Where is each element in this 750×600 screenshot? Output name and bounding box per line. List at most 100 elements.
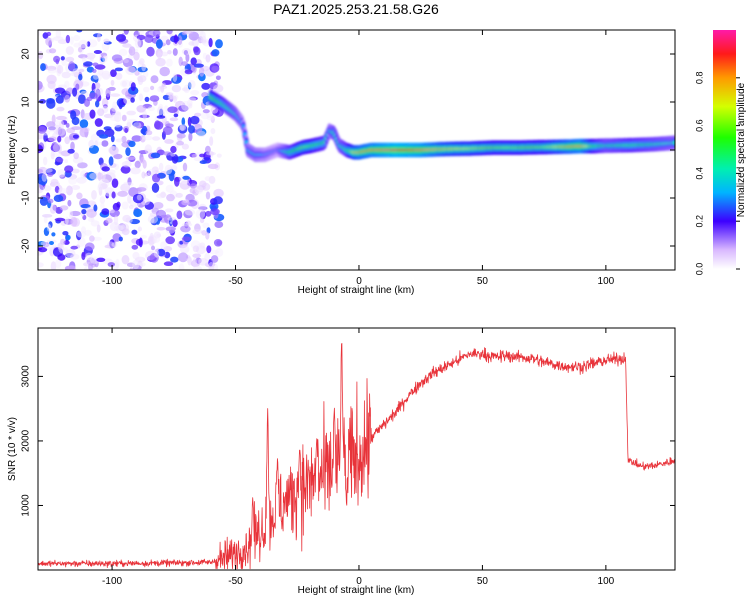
spectrogram-noise-speck <box>134 38 141 49</box>
spectrogram-noise-speck <box>81 251 86 261</box>
spectrogram-noise-speck <box>113 123 122 128</box>
spectrogram-noise-speck <box>88 217 95 222</box>
spectrogram-noise-speck <box>101 70 111 80</box>
spectrogram-noise-speck <box>161 82 166 87</box>
spectrogram-noise-speck <box>157 106 164 116</box>
spectrogram-noise-speck <box>46 224 52 232</box>
spectrogram-noise-speck <box>198 66 205 77</box>
spectrogram-noise-speck <box>136 194 142 201</box>
spectrogram-noise-speck <box>78 73 83 81</box>
spectrogram-noise-speck <box>136 105 146 113</box>
spectrogram-noise-speck <box>93 74 99 80</box>
spectrogram-noise-speck <box>51 232 56 237</box>
spectrogram-noise-speck <box>145 130 153 136</box>
spectrogram-noise-speck <box>198 258 208 266</box>
spectrogram-noise-speck <box>165 184 174 193</box>
spectrogram-noise-speck <box>149 212 158 218</box>
spectrogram-noise-speck <box>215 39 223 49</box>
spectrogram-noise-speck <box>94 82 101 89</box>
spectrogram-noise-speck <box>49 241 54 245</box>
spectrogram-noise-speck <box>67 148 75 154</box>
spectrogram-noise-speck <box>57 135 62 143</box>
spectrogram-noise-speck <box>96 257 106 262</box>
spectrogram-noise-speck <box>173 113 179 118</box>
spectrogram-noise-speck <box>190 57 197 65</box>
spectrogram-noise-speck <box>38 80 43 90</box>
spectrogram-noise-speck <box>64 159 69 164</box>
spectrogram-noise-speck <box>81 226 86 234</box>
spectrogram-noise-speck <box>71 168 80 174</box>
spectrogram-noise-speck <box>213 196 223 205</box>
spectrogram-noise-speck <box>127 177 132 186</box>
spectrogram-noise-speck <box>72 134 79 139</box>
spectrogram-noise-speck <box>38 126 47 134</box>
snr-plot-frame <box>37 327 676 571</box>
spectrogram-noise-speck <box>89 92 98 100</box>
spectrogram-noise-speck <box>71 126 82 130</box>
spectrogram-noise-speck <box>175 192 183 198</box>
spectrogram-noise-speck <box>216 153 222 158</box>
spectrogram-noise-speck <box>182 175 190 180</box>
spectrogram-noise-speck <box>188 125 195 134</box>
spectrogram-noise-speck <box>144 144 152 155</box>
snr-y-tick-label: 1000 <box>21 494 32 517</box>
spectrogram-noise-speck <box>132 122 142 129</box>
spectrogram-noise-speck <box>90 220 100 227</box>
spectrogram-noise-speck <box>188 97 197 101</box>
spectrogram-noise-speck <box>84 98 90 107</box>
spectrogram-noise-speck <box>147 106 155 112</box>
spectrogram-noise-speck <box>190 90 200 96</box>
spectrogram-noise-speck <box>141 171 146 179</box>
spectrogram-noise-speck <box>192 253 202 259</box>
spectrogram-noise-speck <box>57 169 66 178</box>
spectrogram-noise-speck <box>198 203 207 212</box>
spectrogram-noise-speck <box>188 103 193 109</box>
spectrogram-noise-speck <box>89 109 96 119</box>
spectrogram-noise-speck <box>65 34 71 44</box>
spectrogram-noise-speck <box>91 190 97 200</box>
spectrogram-noise-speck <box>186 199 198 207</box>
spectrogram-noise-speck <box>50 150 55 160</box>
colorbar-tick-label: 0.8 <box>694 72 704 85</box>
spectrogram-noise-speck <box>118 48 128 57</box>
spectrogram-noise-speck <box>62 231 69 236</box>
spectrogram-noise-speck <box>124 127 129 134</box>
spectrogram-noise-speck <box>124 182 134 187</box>
spectrogram-noise-speck <box>179 240 184 245</box>
spectrogram-noise-speck <box>90 56 94 62</box>
spectrogram-noise-speck <box>59 174 66 179</box>
spectrogram-noise-speck <box>107 262 116 267</box>
spectrogram-noise-speck <box>193 157 205 162</box>
spectrogram-noise-speck <box>85 252 93 261</box>
spectrogram-noise-speck <box>73 34 81 42</box>
spectrogram-noise-speck <box>115 258 120 269</box>
spectrogram-noise-speck <box>183 30 194 35</box>
spectrogram-noise-speck <box>103 38 110 44</box>
spectrogram-noise-speck <box>55 157 64 163</box>
spectrogram-y-axis: 20 10 0 -10 -20 <box>21 48 675 253</box>
spectrogram-noise-speck <box>47 172 54 177</box>
spectrogram-noise-speck <box>199 210 207 220</box>
spectrogram-noise-speck <box>150 152 161 159</box>
spectrogram-noise-speck <box>98 186 103 196</box>
spectrogram-noise-speck <box>190 115 200 125</box>
spectrogram-noise-speck <box>86 208 97 218</box>
spectrogram-noise-speck <box>121 161 132 168</box>
spectrogram-noise-speck <box>115 34 127 42</box>
spectrogram-noise-speck <box>211 49 220 57</box>
spectrogram-noise-speck <box>179 245 190 254</box>
spectrogram-noise-speck <box>171 165 178 171</box>
spectrogram-noise-speck <box>154 249 160 258</box>
spectrogram-noise-speck <box>201 82 211 90</box>
spectrogram-noise-speck <box>83 61 93 67</box>
spectrogram-y-tick-label: -20 <box>21 238 32 253</box>
spectrogram-noise-speck <box>158 162 164 172</box>
spectrogram-noise-speck <box>46 74 57 85</box>
spectrogram-noise-speck <box>208 261 215 270</box>
spectrogram-noise-speck <box>65 185 73 196</box>
spectrogram-noise-speck <box>91 82 96 93</box>
spectrogram-noise-speck <box>206 245 212 254</box>
spectrogram-noise-speck <box>99 134 109 139</box>
spectrogram-noise-speck <box>69 210 73 219</box>
